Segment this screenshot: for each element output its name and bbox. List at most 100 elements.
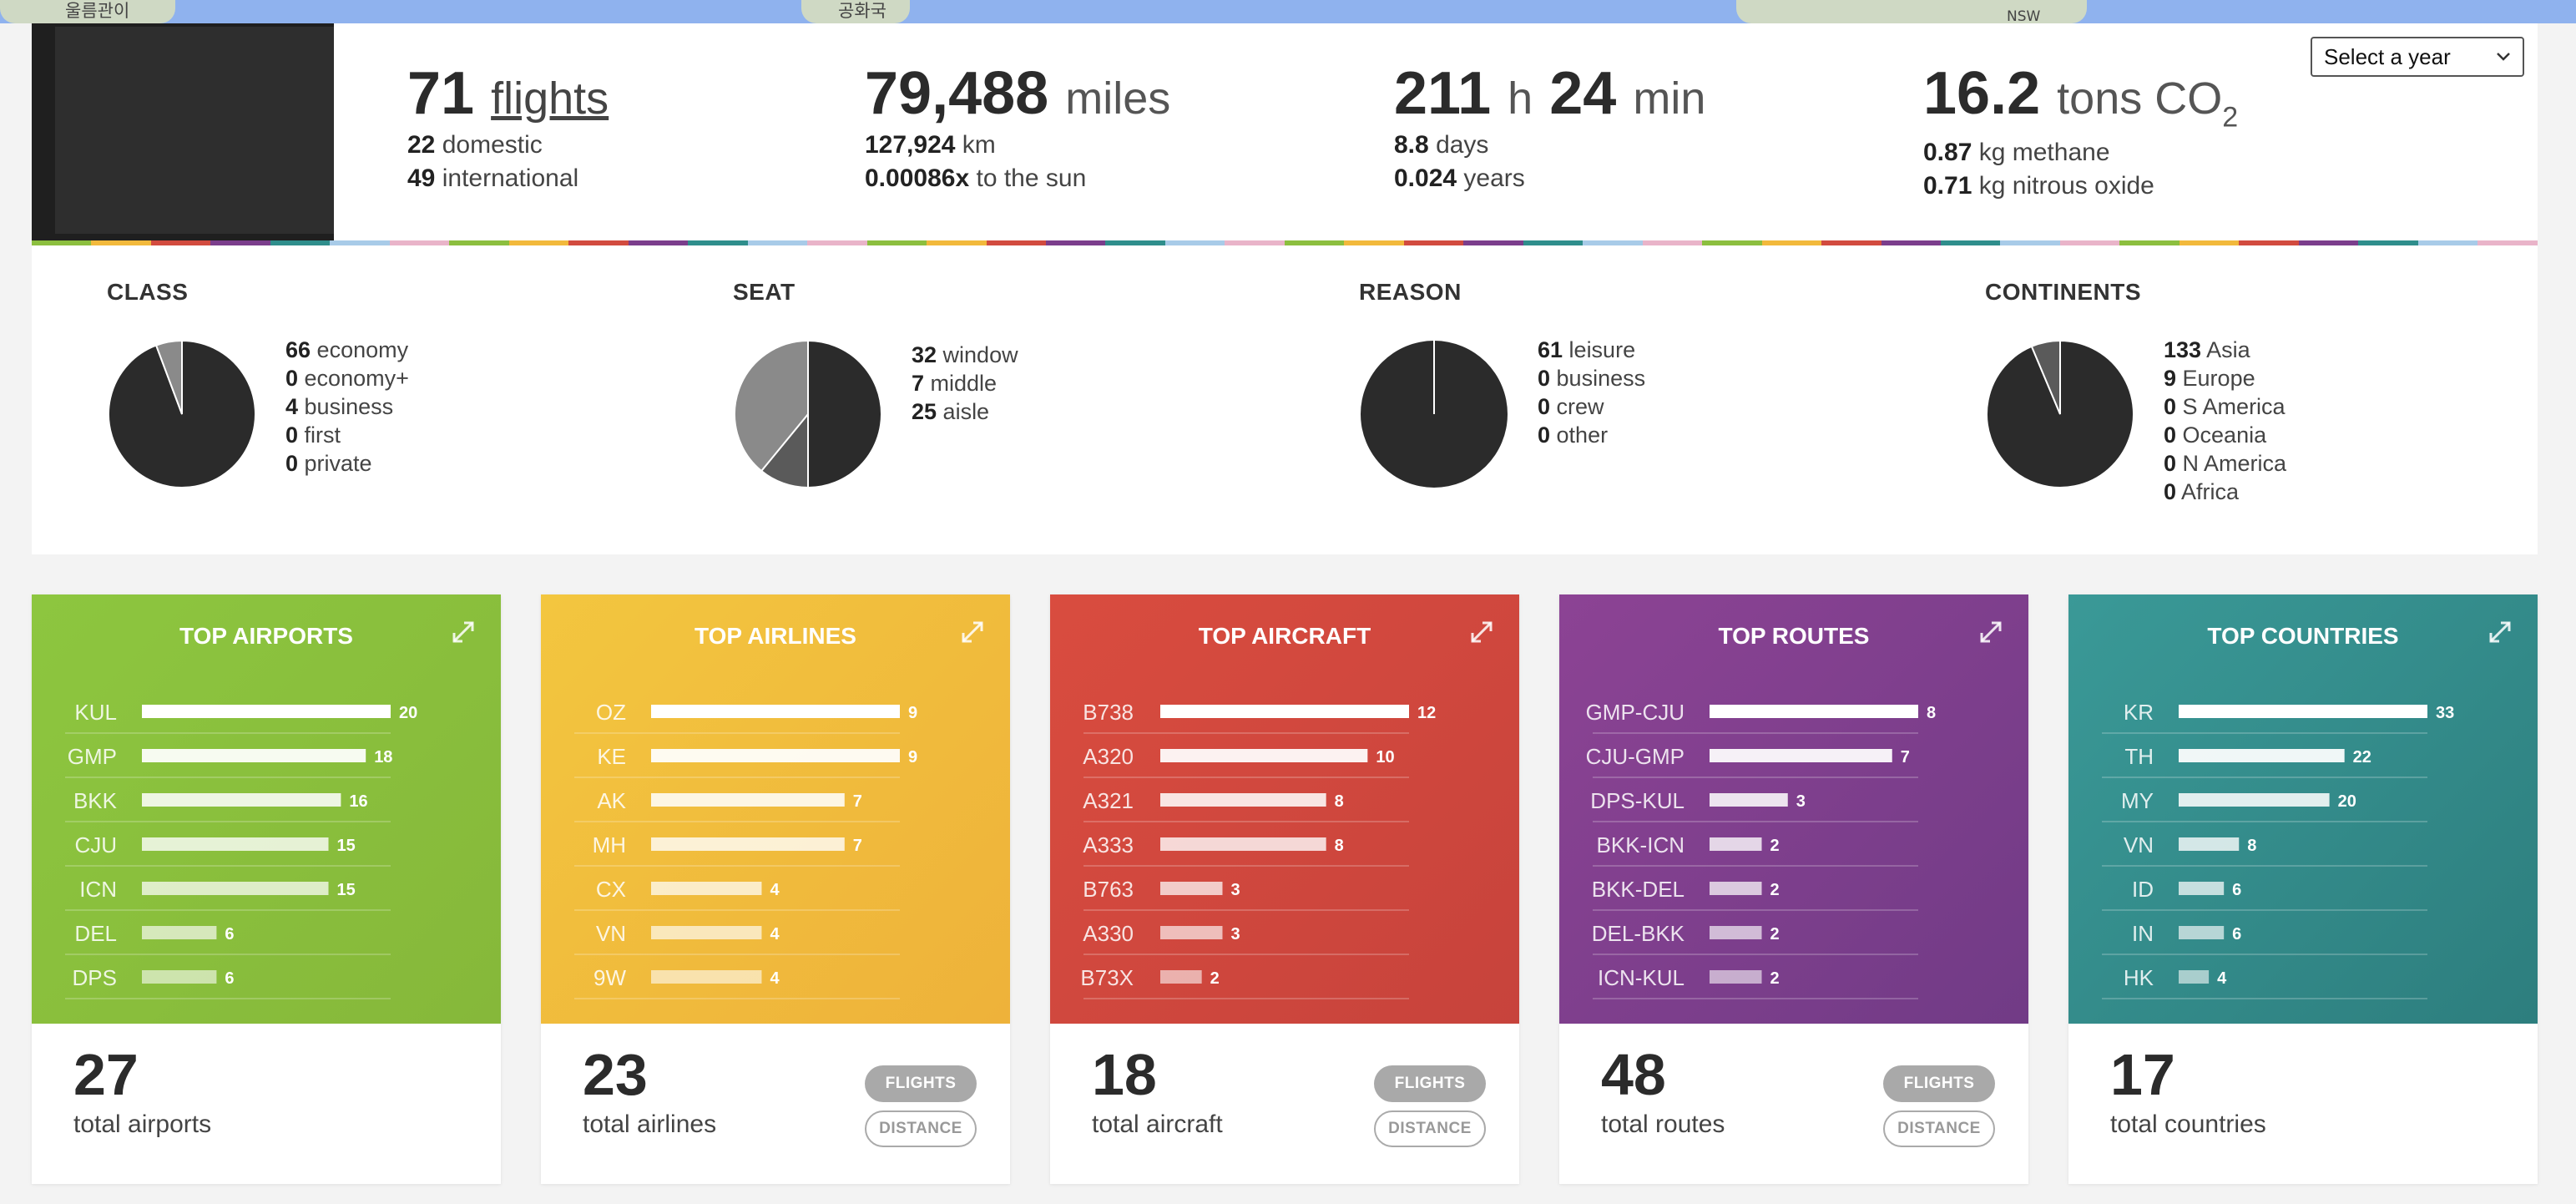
pie-legend-label: window bbox=[937, 342, 1018, 367]
bar[interactable] bbox=[2179, 749, 2345, 762]
flights-count: 71 bbox=[407, 60, 475, 127]
bar[interactable] bbox=[142, 837, 329, 851]
bar[interactable] bbox=[142, 882, 329, 895]
bar[interactable] bbox=[1160, 970, 1202, 984]
bar-value: 2 bbox=[1770, 969, 1780, 988]
bar[interactable] bbox=[651, 793, 845, 807]
bar[interactable] bbox=[1160, 793, 1326, 807]
stripe-segment bbox=[1045, 240, 1106, 245]
card-title: TOP AIRCRAFT bbox=[1198, 623, 1371, 649]
bar[interactable] bbox=[142, 793, 341, 807]
stripe-segment bbox=[927, 240, 987, 245]
stripe-segment bbox=[2239, 240, 2299, 245]
bar-label: OZ bbox=[596, 700, 626, 725]
top-routes-card: TOP ROUTES GMP-CJU 8 CJU-GMP 7 DPS-KUL 3 BKK-IC… bbox=[1559, 594, 2028, 1184]
bar[interactable] bbox=[2179, 793, 2330, 807]
stats-card: 71 flights 22 domestic 49 international … bbox=[32, 23, 2538, 242]
pie-slice[interactable] bbox=[734, 339, 809, 473]
pie-legend-value: 32 bbox=[912, 342, 937, 367]
flights-link[interactable]: flights bbox=[491, 73, 609, 124]
distance-toggle-button[interactable]: DISTANCE bbox=[865, 1110, 977, 1147]
pie-legend-label: business bbox=[1550, 366, 1646, 391]
pie-slice[interactable] bbox=[807, 339, 882, 489]
bar[interactable] bbox=[142, 926, 217, 939]
breakdown-card: CLASS 66 economy 0 economy+ 4 business 0 fir… bbox=[32, 245, 2538, 554]
bar[interactable] bbox=[2179, 970, 2210, 984]
pie-slice[interactable] bbox=[2030, 339, 2061, 415]
top-airports-card: TOP AIRPORTS KUL 20 GMP 18 BKK 16 CJU 15 ICN 15 DEL… bbox=[32, 594, 501, 1184]
bar-value: 6 bbox=[225, 969, 234, 988]
bar[interactable] bbox=[1710, 793, 1788, 807]
n2o-label: kg nitrous oxide bbox=[1978, 172, 2154, 200]
bar[interactable] bbox=[1160, 705, 1409, 718]
map-strip[interactable]: 울름관이 공화국 NSW bbox=[0, 0, 2576, 23]
bar[interactable] bbox=[1710, 926, 1762, 939]
stripe-segment bbox=[2179, 240, 2240, 245]
international-label: international bbox=[442, 164, 579, 192]
expand-icon[interactable] bbox=[2488, 620, 2513, 645]
expand-icon[interactable] bbox=[1469, 620, 1494, 645]
bar[interactable] bbox=[142, 749, 366, 762]
expand-icon[interactable] bbox=[960, 620, 985, 645]
total-number: 48 bbox=[1601, 1042, 1666, 1107]
bar-value: 3 bbox=[1231, 925, 1240, 943]
pie-legend-value: 0 bbox=[2164, 479, 2177, 504]
pie-legend-label: Asia bbox=[2201, 337, 2250, 362]
stripe-segment bbox=[628, 240, 689, 245]
color-stripe bbox=[32, 240, 2538, 245]
bar[interactable] bbox=[142, 970, 217, 984]
map-land bbox=[1736, 0, 2087, 23]
stripe-segment bbox=[2358, 240, 2418, 245]
pie-title: SEAT bbox=[733, 279, 796, 305]
bar[interactable] bbox=[142, 705, 391, 718]
bar[interactable] bbox=[1710, 837, 1762, 851]
card-total: 23 total airlines bbox=[583, 1045, 716, 1139]
pie-legend-value: 0 bbox=[2164, 451, 2177, 476]
bar-chart: KR 33 TH 22 MY 20 VN 8 ID 6 IN 6 HK 4 bbox=[2102, 700, 2454, 999]
miles-unit: miles bbox=[1065, 73, 1171, 124]
bar[interactable] bbox=[651, 837, 845, 851]
stripe-segment bbox=[2059, 240, 2120, 245]
bar[interactable] bbox=[1710, 970, 1762, 984]
bar[interactable] bbox=[2179, 705, 2427, 718]
bar[interactable] bbox=[1710, 882, 1762, 895]
bar[interactable] bbox=[1160, 926, 1223, 939]
expand-icon[interactable] bbox=[1978, 620, 2003, 645]
km-value: 127,924 bbox=[865, 131, 956, 159]
bar[interactable] bbox=[651, 926, 762, 939]
bar-label: AK bbox=[597, 788, 626, 813]
stat-flights: 71 flights 22 domestic 49 international bbox=[407, 63, 609, 195]
year-select[interactable]: Select a year bbox=[2311, 37, 2524, 77]
card-total: 17 total countries bbox=[2110, 1045, 2266, 1139]
bar-value: 10 bbox=[1376, 748, 1394, 766]
bar-value: 33 bbox=[2436, 704, 2454, 722]
bar[interactable] bbox=[1160, 749, 1368, 762]
bar[interactable] bbox=[1710, 749, 1892, 762]
bar[interactable] bbox=[2179, 882, 2225, 895]
flights-toggle-button[interactable]: FLIGHTS bbox=[1374, 1065, 1486, 1102]
hours-unit: h bbox=[1508, 73, 1533, 124]
pie-title: CONTINENTS bbox=[1985, 279, 2141, 305]
card-header: TOP AIRCRAFT B738 12 A320 10 A321 8 A333 8 B763 3 A… bbox=[1050, 594, 1519, 1024]
bar[interactable] bbox=[651, 882, 762, 895]
bar[interactable] bbox=[651, 705, 900, 718]
bar[interactable] bbox=[651, 749, 900, 762]
pie-legend-label: first bbox=[298, 422, 341, 448]
bar-value: 16 bbox=[349, 792, 367, 811]
stripe-segment bbox=[32, 240, 92, 245]
bar[interactable] bbox=[2179, 926, 2225, 939]
distance-toggle-button[interactable]: DISTANCE bbox=[1374, 1110, 1486, 1147]
flights-toggle-button[interactable]: FLIGHTS bbox=[1883, 1065, 1995, 1102]
pie-slice[interactable] bbox=[154, 339, 183, 415]
bar[interactable] bbox=[1710, 705, 1918, 718]
bar[interactable] bbox=[651, 970, 762, 984]
distance-toggle-button[interactable]: DISTANCE bbox=[1883, 1110, 1995, 1147]
expand-icon[interactable] bbox=[451, 620, 476, 645]
bar[interactable] bbox=[1160, 837, 1326, 851]
bar[interactable] bbox=[2179, 837, 2240, 851]
flights-toggle-button[interactable]: FLIGHTS bbox=[865, 1065, 977, 1102]
pie-legend-label: private bbox=[298, 451, 372, 476]
bar[interactable] bbox=[1160, 882, 1223, 895]
bar-chart: KUL 20 GMP 18 BKK 16 CJU 15 ICN 15 DEL 6 DPS 6 bbox=[65, 700, 417, 999]
bar-value: 8 bbox=[2247, 837, 2256, 855]
